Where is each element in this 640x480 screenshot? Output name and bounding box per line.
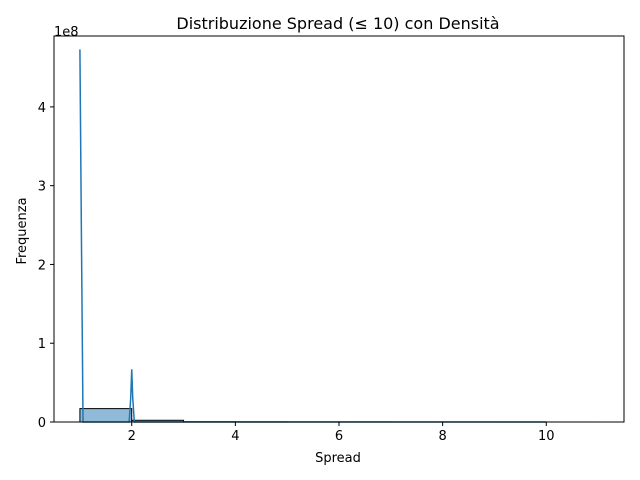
y-tick-label: 2	[38, 258, 46, 273]
y-tick-label: 1	[38, 337, 46, 352]
y-axis-label: Frequenza	[15, 197, 30, 264]
y-tick-label: 0	[38, 416, 46, 431]
chart-title: Distribuzione Spread (≤ 10) con Densità	[176, 14, 499, 33]
y-tick-label: 4	[38, 101, 46, 116]
plot-area: 2 4 6 8 10 0 1 2 3 4	[38, 35, 625, 444]
y-tick-label: 3	[38, 180, 46, 195]
x-tick-label: 2	[128, 429, 136, 444]
x-tick-label: 10	[538, 429, 555, 444]
x-axis-label: Spread	[315, 451, 361, 466]
y-offset-text: 1e8	[54, 25, 79, 40]
x-tick-label: 6	[335, 429, 343, 444]
x-tick-label: 8	[438, 429, 446, 444]
histogram-bar	[79, 408, 133, 423]
x-tick-label: 4	[231, 429, 239, 444]
